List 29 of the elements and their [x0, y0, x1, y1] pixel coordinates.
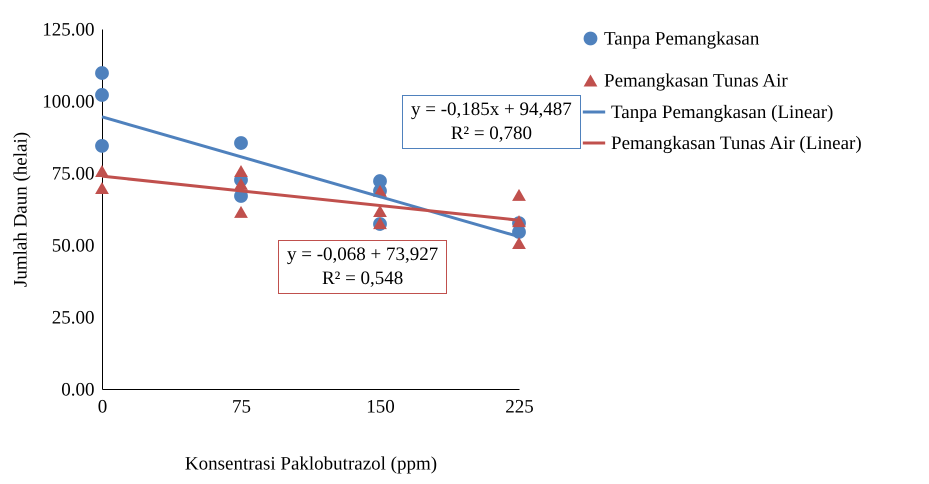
point: [234, 136, 248, 150]
legend-label: Pemangkasan Tunas Air: [604, 70, 788, 92]
y-axis-title: Jumlah Daun (helai): [10, 132, 32, 288]
y-tick-label: 0.00: [61, 380, 94, 400]
x-axis-title: Konsentrasi Paklobutrazol (ppm): [184, 454, 438, 474]
x-tick-label: 75: [232, 396, 251, 418]
y-tick-label: 75.00: [52, 164, 94, 184]
legend-label: Tanpa Pemangkasan: [604, 28, 760, 50]
point: [234, 178, 248, 190]
point: [234, 206, 248, 218]
point: [512, 237, 526, 249]
point: [373, 205, 387, 217]
annotation: y = -0,185x + 94,487 R² = 0,780: [402, 95, 581, 149]
y-tick-label: 100.00: [42, 92, 94, 112]
y-tick-label: 25.00: [52, 308, 94, 328]
annotation: y = -0,068 + 73,927 R² = 0,548: [278, 240, 448, 294]
legend-label: Pemangkasan Tunas Air (Linear): [611, 133, 862, 154]
y-tick-label: 125.00: [42, 20, 94, 40]
point: [95, 139, 109, 153]
point: [234, 165, 248, 177]
point: [95, 182, 109, 194]
x-tick-label: 225: [505, 396, 534, 418]
y-tick-label: 50.00: [52, 236, 94, 256]
point: [512, 188, 526, 201]
x-tick-label: 0: [98, 396, 108, 418]
point: [95, 66, 109, 80]
x-tick-label: 150: [366, 396, 395, 418]
legend-label: Tanpa Pemangkasan (Linear): [611, 102, 834, 123]
point: [95, 88, 109, 102]
